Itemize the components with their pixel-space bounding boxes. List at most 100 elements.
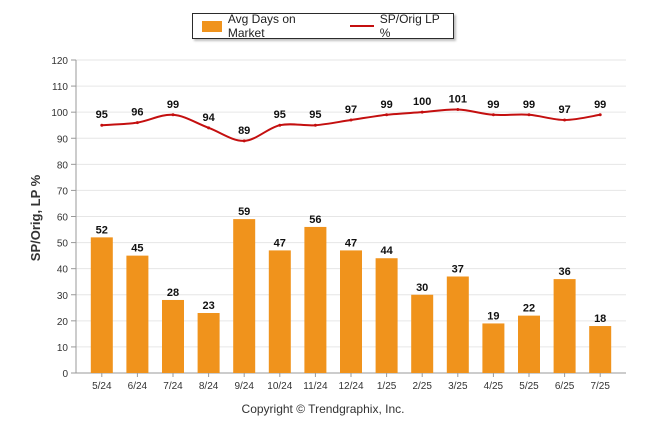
y-tick-label: 40 xyxy=(57,265,69,276)
line-value-label: 97 xyxy=(345,104,357,116)
bar xyxy=(482,323,505,373)
line-value-label: 101 xyxy=(449,94,467,106)
bar-value-label: 59 xyxy=(238,206,250,218)
y-tick-label: 100 xyxy=(51,108,68,119)
line-point xyxy=(242,139,246,143)
bar-value-label: 18 xyxy=(594,313,606,325)
line-point xyxy=(420,110,424,114)
y-tick-label: 90 xyxy=(57,134,69,145)
x-tick-label: 6/25 xyxy=(555,381,575,392)
bar-value-label: 37 xyxy=(452,263,464,275)
line-point xyxy=(135,121,139,125)
line-point xyxy=(207,126,211,130)
x-tick-label: 6/24 xyxy=(128,381,148,392)
bar-value-label: 52 xyxy=(96,224,108,236)
bar xyxy=(553,279,576,373)
line-point xyxy=(385,113,389,117)
x-tick-label: 4/25 xyxy=(484,381,504,392)
line-value-label: 99 xyxy=(523,99,535,111)
y-tick-label: 80 xyxy=(57,160,69,171)
y-tick-label: 70 xyxy=(57,186,69,197)
bars xyxy=(90,219,612,373)
line-value-label: 99 xyxy=(167,99,179,111)
line-point xyxy=(171,113,175,117)
bar-value-label: 36 xyxy=(558,266,570,278)
line-point xyxy=(100,123,104,127)
x-axis-ticks: 5/24 6/24 7/24 8/24 9/24 10/24 11/24 12/24 1/25 2… xyxy=(92,373,610,392)
x-tick-label: 1/25 xyxy=(377,381,397,392)
line-value-label: 99 xyxy=(380,99,392,111)
bar xyxy=(268,250,291,373)
line-point xyxy=(278,123,282,127)
bar xyxy=(126,255,149,373)
x-tick-label: 5/24 xyxy=(92,381,112,392)
line-value-label: 95 xyxy=(309,109,321,121)
line-value-label: 96 xyxy=(131,107,143,119)
bar xyxy=(197,313,220,373)
legend: Avg Days on Market SP/Orig LP % xyxy=(192,12,454,40)
line-value-label: 89 xyxy=(238,125,250,137)
line-value-label: 97 xyxy=(558,104,570,116)
y-tick-label: 110 xyxy=(52,82,68,93)
line-value-label: 94 xyxy=(202,112,215,124)
bar-value-label: 23 xyxy=(202,300,214,312)
y-axis-ticks: 0 10 20 30 40 50 60 70 80 90 100 110 120 xyxy=(51,56,68,380)
x-tick-label: 11/24 xyxy=(303,381,328,392)
x-tick-label: 7/24 xyxy=(163,381,183,392)
line-series xyxy=(100,108,602,143)
bar xyxy=(411,294,434,373)
y-tick-label: 60 xyxy=(57,213,69,224)
bar-value-label: 28 xyxy=(167,287,179,299)
bar xyxy=(340,250,362,373)
legend-item-days-on-market: Avg Days on Market xyxy=(193,12,335,40)
bar-value-label: 19 xyxy=(487,310,499,322)
x-tick-label: 7/25 xyxy=(590,381,610,392)
line-point xyxy=(563,118,567,122)
line-point xyxy=(349,118,353,122)
bar xyxy=(518,315,540,373)
bar xyxy=(446,276,469,373)
y-tick-label: 30 xyxy=(57,291,69,302)
line-point xyxy=(456,108,460,112)
line-value-label: 100 xyxy=(413,96,431,108)
data-labels: 52 45 28 23 59 47 56 47 44 30 37 19 22 36 18 95 96 99 94 89… xyxy=(96,94,607,325)
x-tick-label: 12/24 xyxy=(338,381,363,392)
line-value-label: 95 xyxy=(274,109,286,121)
x-tick-label: 3/25 xyxy=(448,381,468,392)
legend-line-label: SP/Orig LP % xyxy=(379,12,440,40)
bar-value-label: 44 xyxy=(380,245,393,257)
bar xyxy=(589,326,612,373)
bar-value-label: 22 xyxy=(523,303,535,315)
legend-bar-swatch xyxy=(202,20,222,32)
bar xyxy=(375,258,398,373)
bar xyxy=(90,237,113,373)
legend-line-swatch xyxy=(349,25,374,27)
y-tick-label: 0 xyxy=(62,369,68,380)
bar xyxy=(233,219,256,373)
x-tick-label: 10/24 xyxy=(267,381,292,392)
line-point xyxy=(313,123,317,127)
bar-value-label: 30 xyxy=(416,282,428,294)
legend-item-sp-orig-lp: SP/Orig LP % xyxy=(335,12,453,40)
x-tick-label: 8/24 xyxy=(199,381,219,392)
line-value-label: 99 xyxy=(594,99,606,111)
bar-value-label: 47 xyxy=(345,237,357,249)
y-tick-label: 50 xyxy=(57,239,69,250)
y-tick-label: 20 xyxy=(57,317,69,328)
x-tick-label: 5/25 xyxy=(519,381,539,392)
bar xyxy=(162,299,184,373)
line-point xyxy=(527,113,531,117)
line-point xyxy=(491,113,495,117)
x-tick-label: 2/25 xyxy=(412,381,432,392)
x-tick-label: 9/24 xyxy=(234,381,254,392)
line-value-label: 99 xyxy=(487,99,499,111)
bar-value-label: 47 xyxy=(274,237,286,249)
bar-value-label: 56 xyxy=(309,214,321,226)
y-tick-label: 120 xyxy=(51,56,68,67)
y-tick-label: 10 xyxy=(57,343,69,354)
line-value-label: 95 xyxy=(96,109,108,121)
y-axis-title: SP/Orig, LP % xyxy=(28,174,43,261)
legend-bar-label: Avg Days on Market xyxy=(227,12,296,40)
copyright-text: Copyright © Trendgraphix, Inc. xyxy=(241,402,405,416)
